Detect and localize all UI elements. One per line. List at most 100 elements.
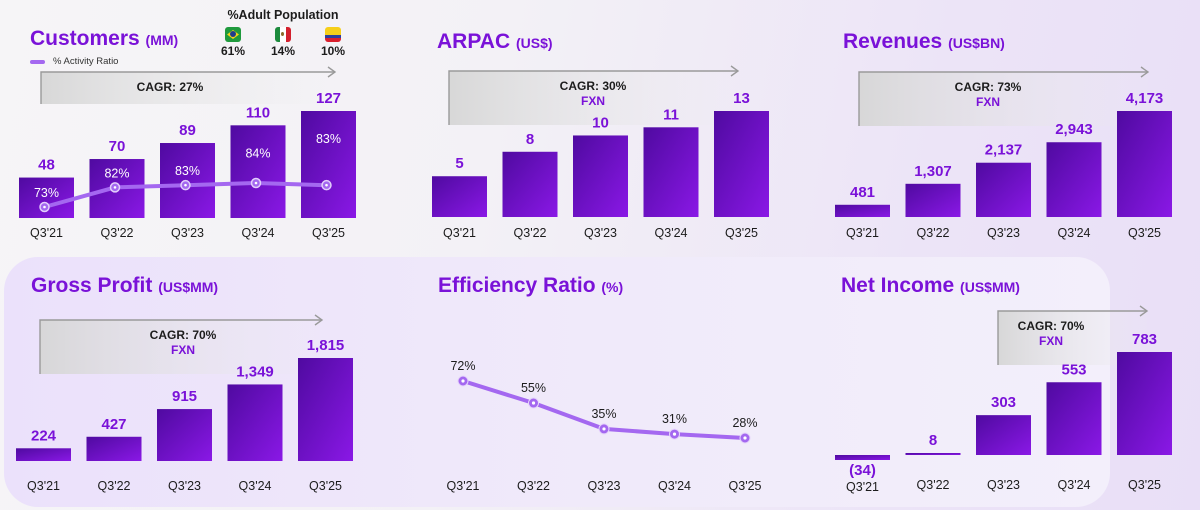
- colombia-flag-icon: [325, 27, 341, 42]
- value-label: 127: [316, 90, 341, 107]
- cagr-arrowhead-icon: [730, 65, 740, 77]
- value-label: 1,307: [914, 163, 952, 180]
- mexico-stat: 14%: [263, 27, 303, 58]
- bar-Q3'21: [835, 455, 890, 460]
- arpac-unit: (US$): [515, 35, 553, 51]
- cagr-note: FXN: [1039, 334, 1063, 348]
- bar-Q3'22: [905, 453, 961, 455]
- category-label: Q3'24: [242, 226, 275, 240]
- revenues-unit: (US$BN): [948, 35, 1005, 51]
- activity-ratio-point-center: [184, 183, 187, 187]
- customers-panel: Customers (MM) % Activity Ratio %Adult P…: [0, 0, 400, 255]
- bar-Q3'24: [643, 127, 699, 217]
- value-label: 427: [101, 416, 126, 433]
- gross-profit-title-text: Gross Profit: [31, 274, 153, 297]
- cagr-arrow-line: [997, 310, 1147, 365]
- efficiency-point-center: [461, 379, 465, 383]
- cagr-arrow-line: [40, 71, 335, 104]
- activity-ratio-label: 83%: [175, 164, 200, 178]
- category-label: Q3'23: [171, 226, 204, 240]
- activity-ratio-label: 84%: [245, 146, 270, 160]
- efficiency-point-center: [602, 427, 606, 431]
- efficiency-value-label: 55%: [521, 381, 546, 395]
- category-label: Q3'22: [917, 478, 950, 492]
- category-label: Q3'21: [846, 480, 879, 494]
- category-label: Q3'25: [729, 479, 762, 493]
- category-label: Q3'23: [588, 479, 621, 493]
- customers-title-text: Customers: [30, 27, 140, 50]
- bar-Q3'21: [16, 448, 71, 461]
- mexico-percent: 14%: [270, 44, 296, 58]
- revenues-panel: Revenues (US$BN) CAGR: 73% FXN 481 Q3'21 1,3…: [800, 0, 1200, 255]
- customers-title: Customers (MM): [30, 27, 178, 52]
- bar-Q3'24: [230, 125, 286, 218]
- activity-ratio-label: 73%: [34, 186, 59, 200]
- bar-Q3'21: [432, 176, 487, 217]
- category-label: Q3'23: [584, 226, 617, 240]
- colombia-stat: 10%: [313, 27, 353, 58]
- value-label: 110: [246, 104, 270, 121]
- category-label: Q3'22: [917, 226, 950, 240]
- efficiency-value-label: 72%: [450, 359, 475, 373]
- value-label: 8: [929, 432, 937, 449]
- cagr-label: CAGR: 27%: [137, 80, 204, 94]
- category-label: Q3'21: [447, 479, 480, 493]
- legend-swatch: [30, 60, 45, 64]
- bar-Q3'25: [301, 111, 356, 218]
- net-income-title: Net Income (US$MM): [841, 274, 1020, 299]
- brazil-percent: 61%: [220, 44, 246, 58]
- value-label: 303: [991, 394, 1016, 411]
- bar-Q3'23: [976, 162, 1031, 217]
- gross-profit-panel: Gross Profit (US$MM) CAGR: 70% FXN 224 Q3'2…: [0, 255, 400, 510]
- category-label: Q3'25: [312, 226, 345, 240]
- gross-profit-chart: CAGR: 70%FXN 224 Q3'21 427 Q3'22 915 Q3'23 1,34…: [16, 314, 353, 493]
- bar-Q3'22: [502, 151, 558, 217]
- value-label: 4,173: [1126, 90, 1164, 107]
- bar-Q3'25: [1117, 111, 1172, 217]
- value-label: (34): [849, 462, 876, 479]
- net-income-unit: (US$MM): [960, 279, 1020, 295]
- value-label: 10: [592, 114, 609, 131]
- gross-profit-title: Gross Profit (US$MM): [31, 274, 218, 299]
- efficiency-point-center: [672, 432, 677, 436]
- arpac-title: ARPAC (US$): [437, 30, 553, 55]
- legend-label: % Activity Ratio: [53, 56, 119, 67]
- value-label: 915: [172, 388, 197, 405]
- value-label: 783: [1132, 331, 1157, 348]
- colombia-percent: 10%: [320, 44, 346, 58]
- value-label: 481: [850, 184, 875, 201]
- category-label: Q3'24: [239, 479, 272, 493]
- efficiency-ratio-panel: Efficiency Ratio (%) 72% Q3'21 55% Q3'22 35%…: [400, 255, 800, 510]
- activity-ratio-label: 83%: [316, 132, 341, 146]
- value-label: 224: [31, 427, 57, 444]
- revenues-chart: CAGR: 73%FXN 481 Q3'21 1,307 Q3'22 2,137 Q3'23…: [835, 66, 1172, 240]
- activity-ratio-legend: % Activity Ratio: [30, 56, 118, 68]
- cagr-arrow-line: [858, 71, 1148, 126]
- adult-population-title: %Adult Population: [227, 8, 339, 22]
- efficiency-ratio-unit: (%): [601, 279, 624, 295]
- net-income-title-text: Net Income: [841, 274, 955, 297]
- category-label: Q3'25: [1128, 478, 1161, 492]
- bar-Q3'23: [157, 409, 212, 461]
- value-label: 8: [526, 131, 534, 148]
- activity-ratio-point-center: [254, 181, 258, 185]
- value-label: 89: [179, 122, 196, 139]
- value-label: 2,137: [985, 142, 1023, 159]
- value-label: 1,349: [236, 363, 274, 380]
- cagr-arrowhead-icon: [327, 66, 337, 78]
- category-label: Q3'24: [1058, 478, 1091, 492]
- bar-Q3'23: [976, 415, 1031, 455]
- category-label: Q3'23: [987, 478, 1020, 492]
- cagr-band: [859, 72, 1148, 126]
- cagr-band: [41, 72, 335, 104]
- efficiency-value-label: 35%: [591, 407, 616, 421]
- category-label: Q3'21: [27, 479, 60, 493]
- net-income-chart: CAGR: 70%FXN (34)Q3'21 8 Q3'22 303 Q3'23 553 Q3…: [835, 305, 1172, 494]
- category-label: Q3'25: [1128, 226, 1161, 240]
- category-label: Q3'24: [655, 226, 688, 240]
- bar-Q3'21: [835, 204, 890, 217]
- category-label: Q3'24: [658, 479, 691, 493]
- category-label: Q3'22: [101, 226, 134, 240]
- customers-unit: (MM): [145, 32, 179, 48]
- adult-population-block: %Adult Population 61% 14% 10%: [213, 8, 353, 58]
